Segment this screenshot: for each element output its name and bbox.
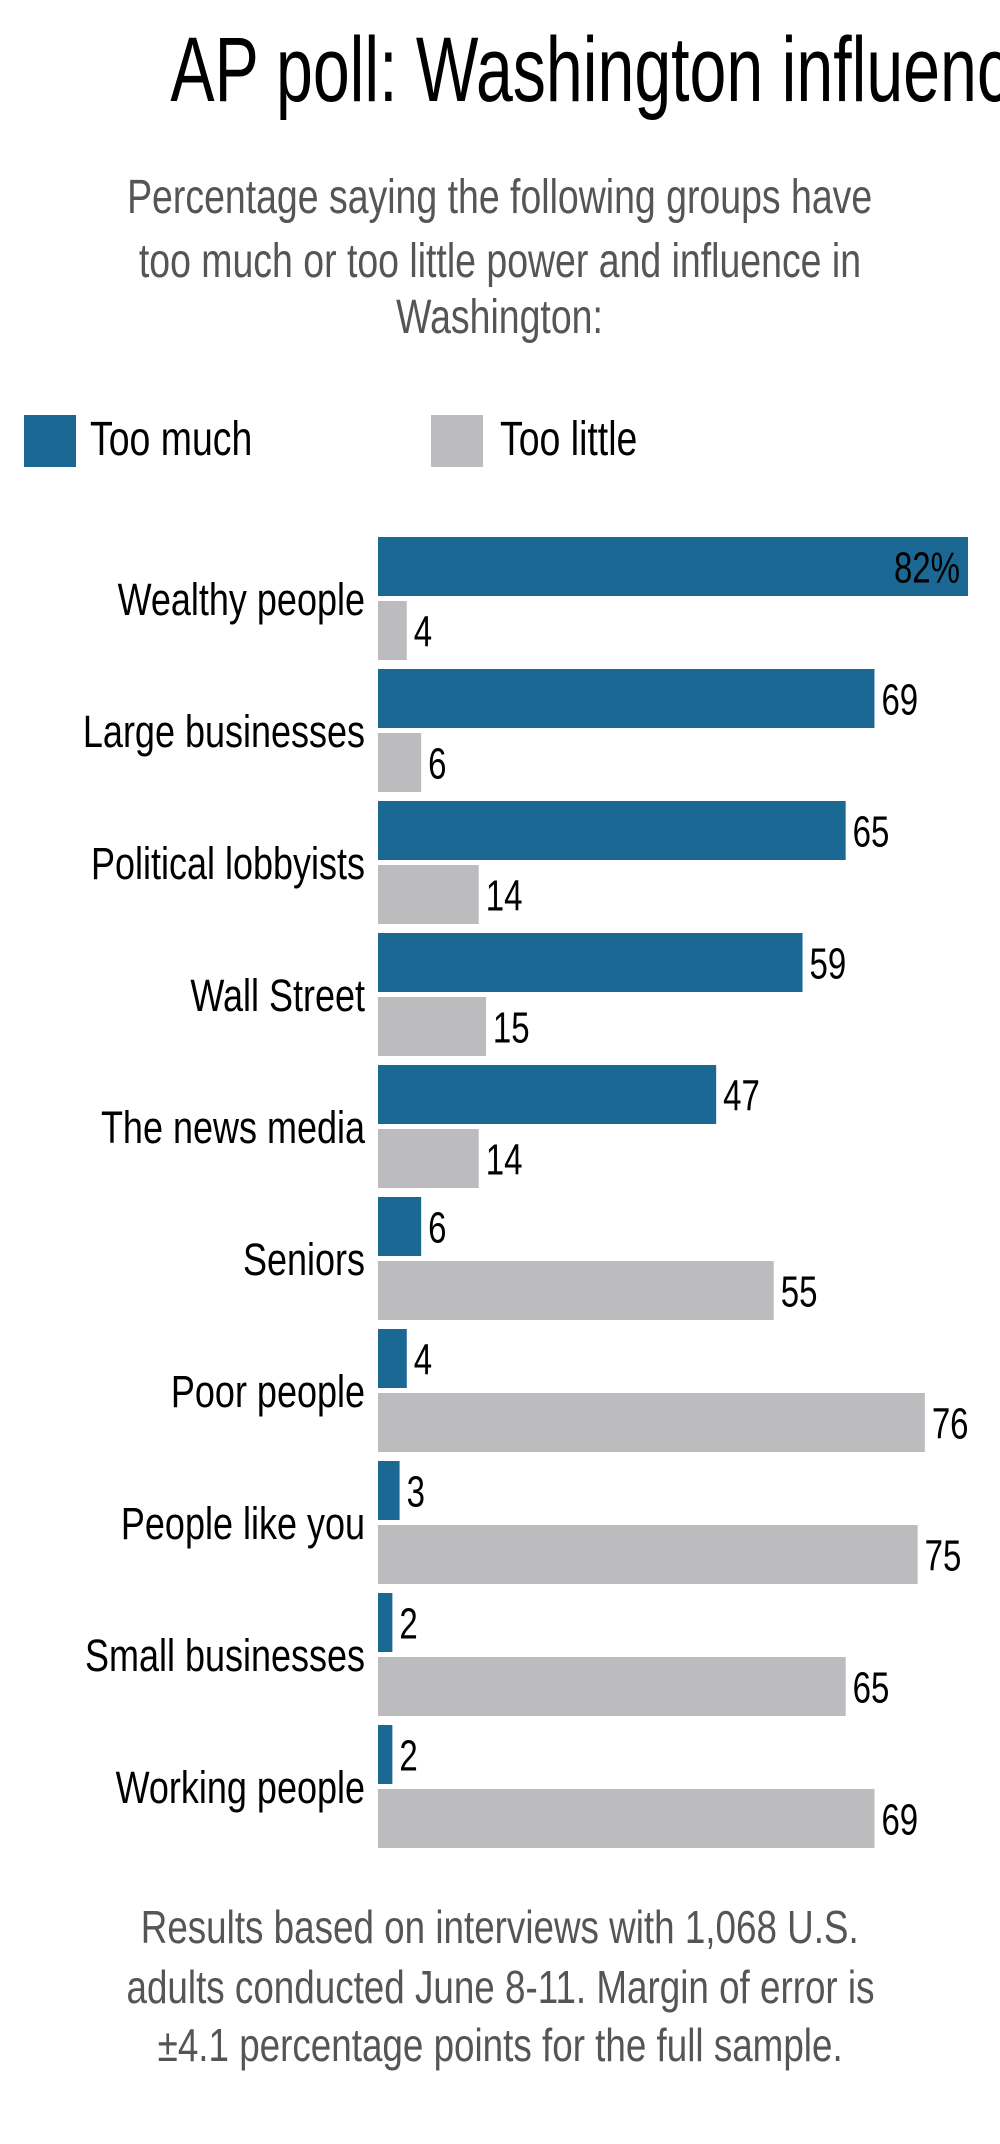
bar-group-people-like-you: 3 75 People like you — [121, 1461, 961, 1584]
subtitle-line-2: too much or too little power and influen… — [0, 234, 1000, 289]
bar-too-little-wall-street — [378, 997, 486, 1056]
value-label-too-much-large-businesses: 69 — [881, 676, 918, 725]
bar-group-small-businesses: 2 65 Small businesses — [85, 1593, 889, 1716]
value-label-too-much-seniors: 6 — [428, 1204, 446, 1253]
footnote-line-2-text: adults conducted June 8-11. Margin of er… — [125, 1961, 874, 2013]
legend-swatch-too-much — [24, 415, 76, 467]
footnote-line-1: Results based on interviews with 1,068 U… — [0, 1900, 1000, 1954]
bar-too-little-people-like-you — [378, 1525, 918, 1584]
subtitle-line-3: Washington: — [0, 290, 1000, 345]
bar-too-little-wealthy-people — [378, 601, 407, 660]
category-label-large-businesses: Large businesses — [83, 706, 365, 757]
footnote-line-3-text: ±4.1 percentage points for the full samp… — [157, 2019, 843, 2071]
footnote-line-1-text: Results based on interviews with 1,068 U… — [141, 1901, 859, 1953]
chart-title: AP poll: Washington influence — [0, 18, 1000, 123]
subtitle-line-1-text: Percentage saying the following groups h… — [127, 171, 873, 224]
legend-label-too-little: Too little — [500, 413, 638, 466]
value-label-too-little-seniors: 55 — [781, 1268, 818, 1317]
category-label-the-news-media: The news media — [101, 1102, 365, 1153]
bar-too-little-the-news-media — [378, 1129, 479, 1188]
bar-group-seniors: 6 55 Seniors — [243, 1197, 817, 1320]
category-label-political-lobbyists: Political lobbyists — [91, 838, 365, 889]
value-label-too-little-people-like-you: 75 — [925, 1532, 962, 1581]
legend-label-too-much: Too much — [90, 413, 253, 466]
bar-too-much-political-lobbyists — [378, 801, 846, 860]
value-label-too-much-people-like-you: 3 — [407, 1468, 425, 1517]
bar-group-working-people: 2 69 Working people — [116, 1725, 918, 1848]
bar-too-little-small-businesses — [378, 1657, 846, 1716]
category-label-wall-street: Wall Street — [190, 970, 365, 1021]
value-label-too-much-wall-street: 59 — [810, 940, 847, 989]
value-label-too-little-the-news-media: 14 — [486, 1136, 523, 1185]
footnote-line-2: adults conducted June 8-11. Margin of er… — [0, 1960, 1000, 2014]
bar-group-wall-street: 59 15 Wall Street — [190, 933, 846, 1056]
category-label-small-businesses: Small businesses — [85, 1630, 365, 1681]
bar-too-little-poor-people — [378, 1393, 925, 1452]
category-label-wealthy-people: Wealthy people — [118, 574, 365, 625]
subtitle-line-3-text: Washington: — [396, 291, 604, 344]
value-label-too-little-wall-street: 15 — [493, 1004, 530, 1053]
category-label-poor-people: Poor people — [171, 1366, 365, 1417]
bar-group-wealthy-people: 82% 4 Wealthy people — [118, 537, 968, 660]
bar-too-little-working-people — [378, 1789, 875, 1848]
value-label-too-little-wealthy-people: 4 — [414, 608, 432, 657]
bar-too-much-wall-street — [378, 933, 803, 992]
bar-group-poor-people: 4 76 Poor people — [171, 1329, 969, 1452]
value-label-too-little-large-businesses: 6 — [428, 740, 446, 789]
bar-too-little-political-lobbyists — [378, 865, 479, 924]
bar-too-much-the-news-media — [378, 1065, 717, 1124]
bar-group-political-lobbyists: 65 14 Political lobbyists — [91, 801, 889, 924]
value-label-too-little-poor-people: 76 — [932, 1400, 969, 1449]
bar-group-the-news-media: 47 14 The news media — [101, 1065, 760, 1188]
bar-too-much-large-businesses — [378, 669, 875, 728]
category-label-seniors: Seniors — [243, 1234, 365, 1285]
bar-too-much-wealthy-people — [378, 537, 968, 596]
bar-too-little-large-businesses — [378, 733, 422, 792]
value-label-too-much-wealthy-people: 82% — [894, 544, 960, 593]
value-label-too-little-political-lobbyists: 14 — [486, 872, 523, 921]
value-label-too-much-political-lobbyists: 65 — [853, 808, 890, 857]
subtitle-line-1: Percentage saying the following groups h… — [0, 170, 1000, 225]
category-label-working-people: Working people — [116, 1762, 365, 1813]
bar-too-much-seniors — [378, 1197, 422, 1256]
value-label-too-little-working-people: 69 — [881, 1796, 918, 1845]
bar-too-much-people-like-you — [378, 1461, 400, 1520]
category-label-people-like-you: People like you — [121, 1498, 365, 1549]
bar-group-large-businesses: 69 6 Large businesses — [83, 669, 918, 792]
subtitle-line-2-text: too much or too little power and influen… — [138, 235, 862, 288]
bar-too-much-working-people — [378, 1725, 393, 1784]
bar-too-much-poor-people — [378, 1329, 407, 1388]
legend-swatch-too-little — [431, 415, 483, 467]
value-label-too-much-poor-people: 4 — [414, 1336, 432, 1385]
value-label-too-little-small-businesses: 65 — [853, 1664, 890, 1713]
value-label-too-much-small-businesses: 2 — [399, 1600, 417, 1649]
bar-too-much-small-businesses — [378, 1593, 393, 1652]
value-label-too-much-the-news-media: 47 — [723, 1072, 760, 1121]
chart-title-text: AP poll: Washington influence — [170, 19, 1000, 121]
bar-too-little-seniors — [378, 1261, 774, 1320]
footnote-line-3: ±4.1 percentage points for the full samp… — [0, 2018, 1000, 2072]
value-label-too-much-working-people: 2 — [399, 1732, 417, 1781]
